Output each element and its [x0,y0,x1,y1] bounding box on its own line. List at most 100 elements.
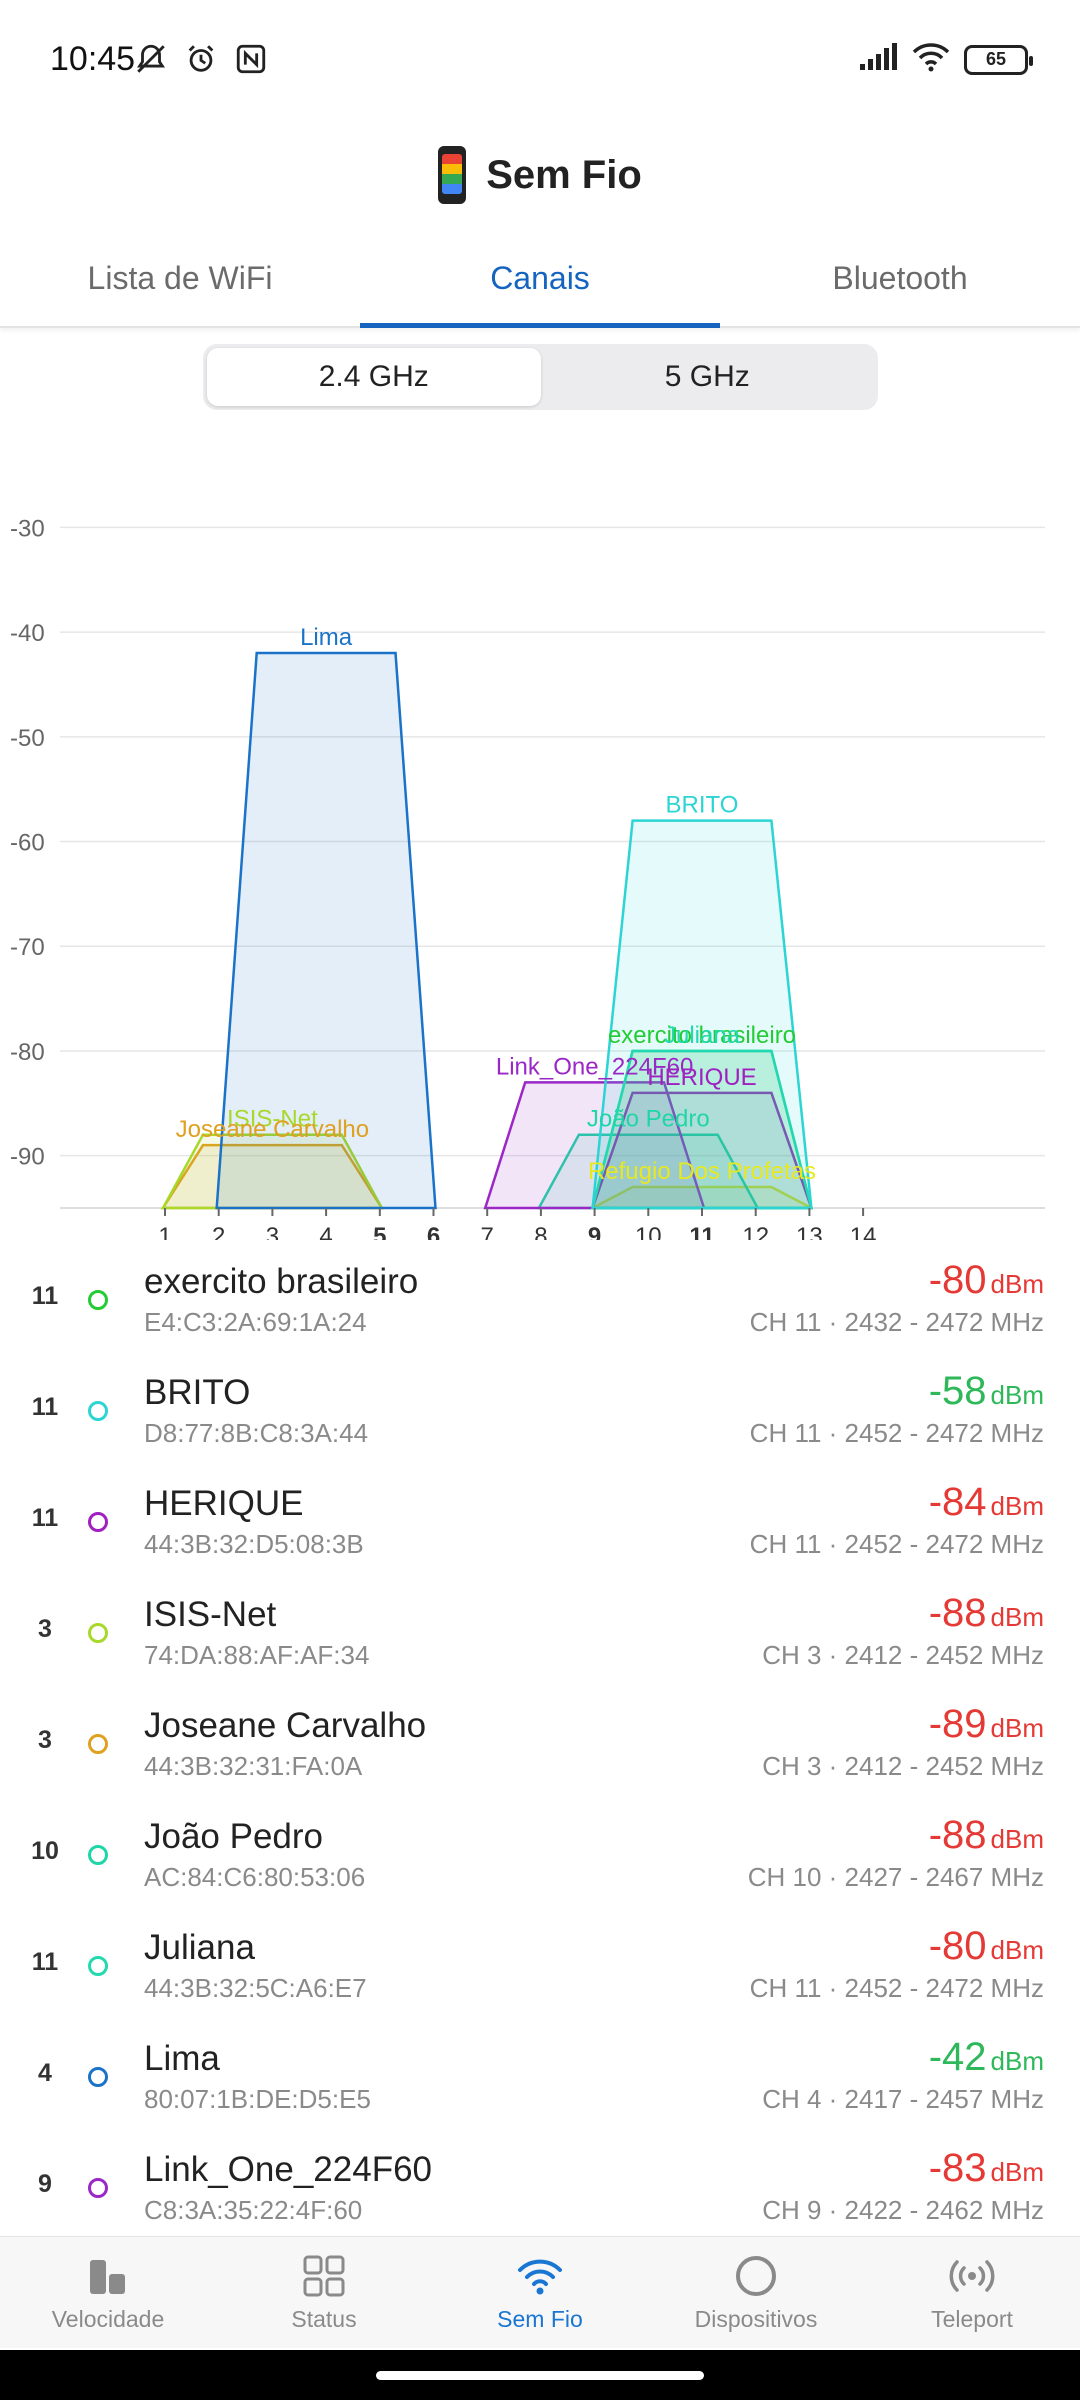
gesture-area [0,2350,1080,2400]
nav-status-label: Status [291,2306,357,2332]
network-signal-value: -42 [928,2035,987,2079]
network-ssid: Joseane Carvalho [144,1706,427,1745]
app-header: Sem Fio [0,120,1080,230]
x-tick-label: 5 [373,1223,386,1240]
page-title: Sem Fio [486,152,642,197]
devices-ring-icon [732,2252,780,2300]
network-ssid: exercito brasileiro [144,1262,419,1301]
network-signal-unit: dBm [990,1935,1044,1965]
nav-speed[interactable]: Velocidade [0,2237,216,2348]
y-tick-label: -50 [10,725,45,752]
network-signal-value: -58 [928,1369,987,1413]
network-channel: 11 [31,1948,59,1976]
nav-devices[interactable]: Dispositivos [648,2237,864,2348]
bottom-nav: Velocidade Status Sem Fio Dispositivos T… [0,2236,1080,2348]
teleport-icon [948,2252,996,2300]
channel-area-lima [215,651,437,1210]
network-color-dot [88,1623,108,1643]
network-signal: -88 dBm [929,1591,1044,1636]
x-tick-label: 1 [158,1223,171,1240]
channel-chart: -30 -40 -50 -60 -70 -80 -90 Lima BRITO exercito b… [0,440,1080,1250]
nfc-icon [232,40,270,78]
network-channel: 11 [31,1393,59,1421]
network-color-dot [88,1956,108,1976]
x-tick-label: 4 [319,1223,332,1240]
battery-icon: 65 [964,44,1033,75]
x-tick-label: 12 [742,1223,769,1240]
channel-area-brito [591,819,813,1210]
mute-icon [132,40,170,78]
network-channel: 4 [38,2059,52,2087]
channel-label: Refugio Dos Profetas [588,1158,816,1185]
network-channel-info: CH 11 · 2452 - 2472 MHz [749,1529,1044,1559]
network-channel: 3 [38,1726,52,1754]
network-signal: -42 dBm [929,2035,1044,2080]
network-channel-info: CH 3 · 2412 - 2452 MHz [762,1751,1044,1781]
channel-label: ISIS-Net [227,1106,318,1133]
network-signal-value: -88 [928,1813,987,1857]
network-signal-unit: dBm [990,1269,1044,1299]
network-channel: 11 [31,1282,59,1310]
nav-status[interactable]: Status [216,2237,432,2348]
network-ssid: Link_One_224F60 [144,2150,432,2189]
network-row[interactable]: 11 Juliana 44:3B:32:5C:A6:E7 -80 dBm CH 11 · … [0,1906,1080,2017]
network-row[interactable]: 11 BRITO D8:77:8B:C8:3A:44 -58 dBm CH 11 · 24… [0,1351,1080,1462]
network-row[interactable]: 11 exercito brasileiro E4:C3:2A:69:1A:24 -8… [0,1240,1080,1351]
network-ssid: Juliana [144,1928,255,1967]
network-signal-unit: dBm [990,1602,1044,1632]
network-row[interactable]: 10 João Pedro AC:84:C6:80:53:06 -88 dBm CH 10… [0,1795,1080,1906]
network-row[interactable]: 3 ISIS-Net 74:DA:88:AF:AF:34 -88 dBm CH 3 · 2… [0,1573,1080,1684]
network-row[interactable]: 11 HERIQUE 44:3B:32:D5:08:3B -84 dBm CH 11 · … [0,1462,1080,1573]
network-ssid: João Pedro [144,1817,324,1856]
channel-label: exercito brasileiro [608,1022,796,1049]
network-row[interactable]: 4 Lima 80:07:1B:DE:D5:E5 -42 dBm CH 4 · 2417 … [0,2017,1080,2128]
nav-teleport-label: Teleport [931,2306,1013,2332]
tab-channels[interactable]: Canais [360,230,720,328]
network-channel-info: CH 4 · 2417 - 2457 MHz [762,2084,1044,2114]
network-channel-info: CH 9 · 2422 - 2462 MHz [762,2195,1044,2225]
nav-devices-label: Dispositivos [694,2306,818,2332]
x-tick-label: 6 [427,1223,440,1240]
network-color-dot [88,1734,108,1754]
speed-chart-icon [84,2252,132,2300]
network-mac: C8:3A:35:22:4F:60 [144,2195,363,2225]
network-signal: -80 dBm [929,1258,1044,1303]
y-tick-label: -90 [10,1144,45,1171]
y-tick-label: -60 [10,830,45,857]
alarm-icon [182,40,220,78]
nav-teleport[interactable]: Teleport [864,2237,1080,2348]
network-color-dot [88,2067,108,2087]
network-color-dot [88,2178,108,2198]
tab-wifi-list[interactable]: Lista de WiFi [87,259,273,296]
nav-wireless[interactable]: Sem Fio [432,2237,648,2348]
x-tick-label: 11 [689,1223,714,1240]
network-mac: 44:3B:32:5C:A6:E7 [144,1973,367,2003]
network-row[interactable]: 9 Link_One_224F60 C8:3A:35:22:4F:60 -83 dBm C… [0,2128,1080,2239]
network-signal-unit: dBm [990,1380,1044,1410]
network-signal-unit: dBm [990,2046,1044,2076]
band-option-5ghz[interactable]: 5 GHz [664,360,750,393]
network-mac: E4:C3:2A:69:1A:24 [144,1307,367,1337]
network-row[interactable]: 3 Joseane Carvalho 44:3B:32:31:FA:0A -89 dBm… [0,1684,1080,1795]
network-signal-unit: dBm [990,1824,1044,1854]
y-tick-label: -40 [10,620,45,647]
band-option-2-4ghz[interactable]: 2.4 GHz [207,348,541,406]
network-signal-value: -83 [928,2146,987,2190]
nav-speed-label: Velocidade [51,2306,165,2332]
home-gesture-bar[interactable] [376,2371,704,2380]
channel-label: BRITO [666,792,739,819]
network-channel: 10 [31,1837,59,1865]
tab-bluetooth[interactable]: Bluetooth [832,259,968,296]
y-tick-label: -30 [10,515,45,542]
network-signal-value: -84 [928,1480,987,1524]
network-channel: 9 [38,2170,52,2198]
status-time: 10:45 [50,40,136,78]
tab-bar: Lista de WiFi Canais Bluetooth [0,230,1080,328]
network-mac: 74:DA:88:AF:AF:34 [144,1640,370,1670]
network-mac: AC:84:C6:80:53:06 [144,1862,366,1892]
network-mac: 80:07:1B:DE:D5:E5 [144,2084,371,2114]
network-signal-unit: dBm [990,1713,1044,1743]
network-channel-info: CH 11 · 2432 - 2472 MHz [749,1307,1044,1337]
network-signal-value: -89 [928,1702,987,1746]
network-color-dot [88,1845,108,1865]
